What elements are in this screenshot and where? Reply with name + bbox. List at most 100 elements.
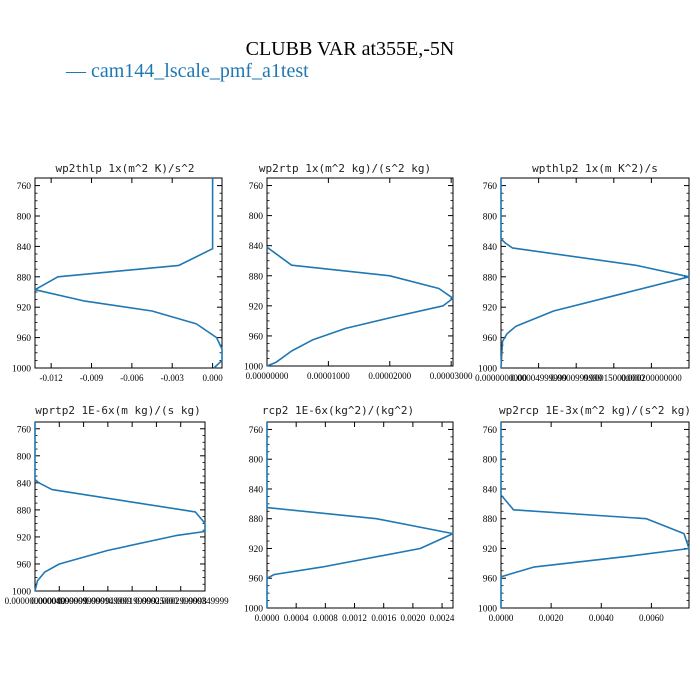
x-tick-label: 0.00004999999 [510, 373, 567, 383]
series-line [500, 178, 690, 369]
x-tick-label: 0.0016 [371, 613, 396, 623]
y-tick-label: 840 [249, 242, 264, 252]
y-tick-label: 880 [17, 506, 32, 516]
x-tick-label: 0.000199999 [109, 596, 157, 606]
y-tick-label: 800 [483, 456, 498, 466]
x-tick-label: 0.0002999998 [155, 596, 207, 606]
x-tick-label: 0.0000000000 [475, 373, 527, 383]
y-tick-label: 960 [483, 334, 498, 344]
y-tick-label: 960 [249, 332, 264, 342]
legend-label: — cam144_lscale_pmf_a1test [65, 60, 309, 82]
panel-title: wp2rtp 1x(m^2 kg)/(s^2 kg) [259, 162, 431, 175]
x-tick-label: 0.00025000 [135, 596, 178, 606]
x-tick-label: 0.000 [202, 373, 223, 383]
x-tick-label: 0.0000 [489, 613, 514, 623]
y-tick-label: 920 [17, 533, 32, 543]
panel-title: wp2thlp 1x(m^2 K)/s^2 [55, 162, 194, 175]
panel-title: rcp2 1E-6x(kg^2)/(kg^2) [262, 404, 414, 417]
y-tick-label: 800 [249, 212, 264, 222]
chart-panel-wpthlp2: wpthlp2 1x(m K^2)/s 760 800 840 880 920 960 10… [475, 162, 690, 383]
y-tick-label: 960 [249, 575, 264, 585]
x-tick-label: 0.0000999999 [58, 596, 110, 606]
x-tick-label: 0.0020 [539, 613, 564, 623]
x-tick-label: 0.000149999 [84, 596, 132, 606]
x-tick-label: 0.000200000000 [621, 373, 682, 383]
x-tick-label: 0.0000 [255, 613, 280, 623]
y-tick-label: 1000 [244, 605, 263, 615]
y-tick-label: 840 [483, 243, 498, 253]
plot-frame [500, 177, 690, 369]
y-tick-label: 960 [17, 560, 32, 570]
series-line [266, 422, 454, 608]
y-tick-label: 1000 [12, 588, 31, 598]
x-tick-label: -0.006 [120, 373, 144, 383]
x-tick-label: 0.0020 [401, 613, 426, 623]
y-tick-label: 840 [249, 485, 264, 495]
plot-frame [266, 421, 454, 609]
x-tick-label: 0.000150000000 [583, 373, 644, 383]
y-tick-label: 880 [249, 272, 264, 282]
x-tick-label: 0.00004999999 [31, 596, 88, 606]
y-tick-label: 760 [249, 182, 264, 192]
x-tick-label: 0.00002000 [368, 371, 411, 381]
plot-frame [500, 421, 690, 609]
x-tick-label: 0.0012 [342, 613, 367, 623]
y-tick-label: 1000 [12, 365, 31, 375]
x-tick-label: -0.009 [80, 373, 104, 383]
chart-panel-wprtp2: wprtp2 1E-6x(m kg)/(s kg) 760 800 840 880 92… [5, 404, 230, 606]
y-tick-label: 880 [249, 515, 264, 525]
x-tick-label: 0.0000999999 [550, 373, 602, 383]
series-line [34, 178, 223, 369]
x-tick-label: 0.00003000 [430, 371, 473, 381]
y-tick-label: 960 [483, 575, 498, 585]
y-tick-label: 920 [483, 304, 498, 314]
series-line [266, 246, 454, 367]
y-tick-label: 760 [17, 425, 32, 435]
x-tick-label: 0.00000000 [246, 371, 289, 381]
plot-frame [34, 421, 206, 592]
chart-panel-wp2thlp: wp2thlp 1x(m^2 K)/s^2 760 800 840 880 920 960… [12, 162, 223, 383]
x-tick-label: -0.003 [161, 373, 185, 383]
panel-title: wpthlp2 1x(m K^2)/s [532, 162, 658, 175]
y-tick-label: 880 [17, 273, 32, 283]
figure-title: CLUBB VAR at355E,-5N [246, 38, 455, 60]
x-tick-label: 0.0004 [284, 613, 309, 623]
y-tick-label: 840 [17, 479, 32, 489]
y-tick-label: 880 [483, 515, 498, 525]
x-tick-label: -0.012 [40, 373, 63, 383]
y-tick-label: 800 [17, 452, 32, 462]
panel-title: wprtp2 1E-6x(m kg)/(s kg) [35, 404, 201, 417]
x-tick-label: 0.0024 [430, 613, 455, 623]
chart-panel-rcp2: rcp2 1E-6x(kg^2)/(kg^2) 760 800 840 880 920 9… [244, 404, 455, 623]
y-tick-label: 920 [249, 545, 264, 555]
x-tick-label: 0.00001000 [307, 371, 350, 381]
y-tick-label: 920 [249, 302, 264, 312]
panel-title: wp2rcp 1E-3x(m^2 kg)/(s^2 kg) [499, 404, 691, 417]
y-tick-label: 800 [17, 213, 32, 223]
y-tick-label: 1000 [478, 605, 497, 615]
plot-frame [266, 177, 454, 367]
series-line [500, 422, 690, 608]
y-tick-label: 840 [483, 485, 498, 495]
y-tick-label: 920 [17, 304, 32, 314]
y-tick-label: 800 [483, 213, 498, 223]
y-tick-label: 1000 [244, 363, 263, 373]
y-tick-label: 760 [483, 182, 498, 192]
y-tick-label: 760 [249, 426, 264, 436]
chart-panel-wp2rcp: wp2rcp 1E-3x(m^2 kg)/(s^2 kg) 760 800 840 8… [478, 404, 691, 623]
x-tick-label: 0.000000000000 [5, 596, 66, 606]
y-tick-label: 960 [17, 334, 32, 344]
y-tick-label: 920 [483, 545, 498, 555]
plot-frame [34, 177, 223, 369]
x-tick-label: 0.0040 [589, 613, 614, 623]
x-tick-label: 0.0060 [639, 613, 664, 623]
y-tick-label: 760 [17, 182, 32, 192]
y-tick-label: 800 [249, 456, 264, 466]
y-tick-label: 760 [483, 426, 498, 436]
y-tick-label: 840 [17, 243, 32, 253]
x-tick-label: 0.0008 [313, 613, 338, 623]
series-line [34, 422, 206, 592]
y-tick-label: 1000 [478, 365, 497, 375]
chart-panel-wp2rtp: wp2rtp 1x(m^2 kg)/(s^2 kg) 760 800 840 880 9… [244, 162, 473, 381]
